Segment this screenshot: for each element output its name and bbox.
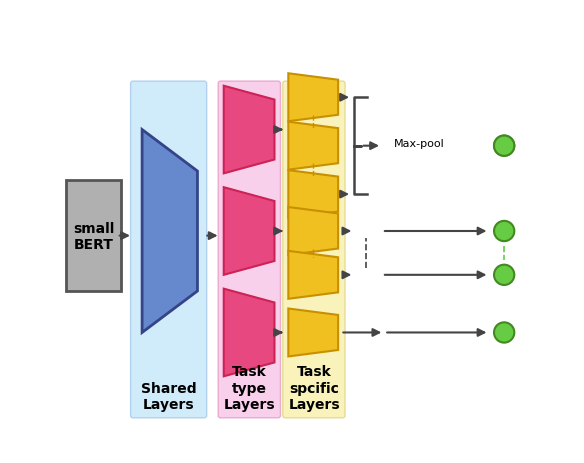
Polygon shape bbox=[288, 171, 338, 219]
FancyBboxPatch shape bbox=[131, 82, 207, 418]
FancyBboxPatch shape bbox=[218, 82, 280, 418]
Polygon shape bbox=[288, 309, 338, 357]
Polygon shape bbox=[288, 122, 338, 170]
Polygon shape bbox=[224, 289, 274, 376]
Polygon shape bbox=[224, 188, 274, 275]
FancyBboxPatch shape bbox=[66, 181, 121, 291]
Circle shape bbox=[494, 323, 515, 343]
Circle shape bbox=[494, 136, 515, 156]
Polygon shape bbox=[224, 87, 274, 174]
Text: Shared
Layers: Shared Layers bbox=[141, 381, 196, 411]
Circle shape bbox=[494, 136, 515, 156]
Circle shape bbox=[494, 265, 515, 285]
Text: Task
type
Layers: Task type Layers bbox=[224, 365, 276, 411]
Polygon shape bbox=[142, 130, 197, 333]
Text: small
BERT: small BERT bbox=[73, 221, 114, 251]
Polygon shape bbox=[288, 207, 338, 256]
Text: Max-pool: Max-pool bbox=[394, 139, 444, 149]
Circle shape bbox=[494, 221, 515, 242]
FancyBboxPatch shape bbox=[283, 82, 345, 418]
Text: Task
spcific
Layers: Task spcific Layers bbox=[288, 365, 340, 411]
Polygon shape bbox=[288, 74, 338, 122]
Polygon shape bbox=[288, 251, 338, 299]
